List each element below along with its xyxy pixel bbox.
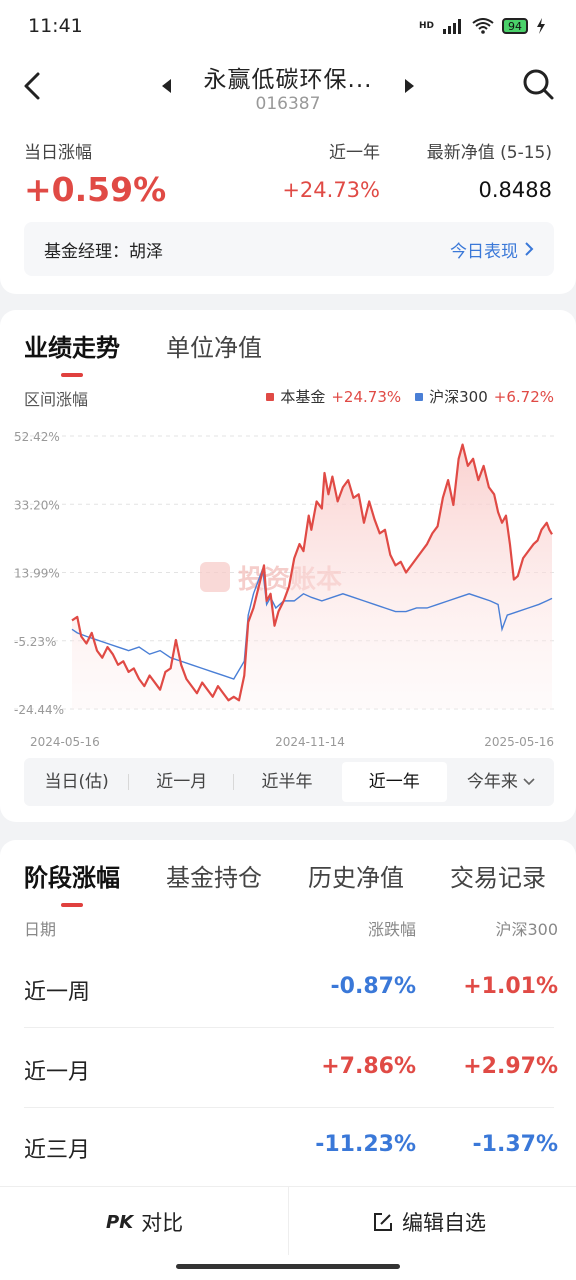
tab-unit-nav[interactable]: 单位净值 [166,334,262,362]
row-period-name: 近三月 [24,1138,91,1163]
tab-transactions[interactable]: 交易记录 [450,864,546,892]
next-fund-icon[interactable] [402,78,416,94]
fund-manager-label: 基金经理：胡泽 [44,241,163,262]
header-index: 沪深300 [495,920,558,939]
today-performance-link[interactable]: 今日表现 [450,237,534,262]
edit-watchlist-button[interactable]: 编辑自选 [372,1207,486,1237]
tab-nav-history[interactable]: 历史净值 [308,864,404,892]
series-index-line [71,568,553,680]
tab-holdings[interactable]: 基金持仓 [166,864,262,892]
row-period-name: 近一周 [24,980,91,1005]
legend-index-name: 沪深300 [429,388,488,406]
period-selector: 当日(估) 近一月 近半年 近一年 今年来 [24,758,554,806]
range-change-label: 区间涨幅 [24,390,89,409]
year-change-value: +24.73% [282,178,380,202]
battery-icon: 94 [502,18,528,34]
today-change-label: 当日涨幅 [24,143,92,163]
row-index-change: +2.97% [463,1054,558,1079]
period-ytd-label: 今年来 [466,772,518,792]
period-6m[interactable]: 近半年 [261,772,313,792]
series-fund-line [71,443,553,702]
compare-button[interactable]: PK 对比 [106,1207,183,1237]
chevron-down-icon [523,778,535,786]
status-icons: HD 94 [419,18,546,34]
y-tick-label: -24.44% [14,703,64,717]
chart-legend: 本基金 +24.73% 沪深300 +6.72% [266,386,554,407]
row-fund-change: -0.87% [330,974,416,999]
x-tick-label: 2024-11-14 [275,735,345,749]
wifi-icon [472,18,494,34]
row-index-change: -1.37% [472,1132,558,1157]
charging-icon [537,18,545,34]
legend-index-value: +6.72% [493,387,554,406]
row-fund-change: +7.86% [321,1054,416,1079]
nav-value: 0.8488 [478,178,552,202]
x-tick-label: 2024-05-16 [30,735,100,749]
year-change-label: 近一年 [329,143,380,163]
period-today-est[interactable]: 当日(估) [24,762,130,802]
y-tick-label: 33.20% [14,498,60,512]
status-bar: 11:41 HD 94 [0,0,576,52]
top-bar: 永赢低碳环保... 016387 [0,52,576,130]
watermark-logo [200,562,230,592]
status-time: 11:41 [28,15,83,37]
today-performance-label: 今日表现 [450,241,518,262]
network-label: HD [418,21,434,31]
battery-level: 94 [508,19,522,33]
y-tick-label: 13.99% [14,567,60,581]
fund-summary: 当日涨幅 近一年 最新净值 (5-15) +0.59% +24.73% 0.84… [0,130,576,294]
period-1y[interactable]: 近一年 [341,762,447,802]
fund-manager-row[interactable]: 基金经理：胡泽 今日表现 [24,222,554,276]
header-date: 日期 [24,920,57,939]
row-index-change: +1.01% [463,974,558,999]
period-1m[interactable]: 近一月 [129,762,235,802]
legend-index-swatch [415,392,424,401]
row-fund-change: -11.23% [315,1132,416,1157]
today-change-value: +0.59% [24,170,167,209]
period-ytd[interactable]: 今年来 [449,762,554,802]
performance-tabs: 阶段涨幅 基金持仓 历史净值 交易记录 [24,858,546,893]
row-period-name: 近一月 [24,1060,91,1085]
fund-code: 016387 [255,94,321,114]
legend-fund-swatch [266,392,275,401]
legend-index: 沪深300 +6.72% [415,386,554,407]
prev-fund-icon[interactable] [160,78,174,94]
tab-performance-trend[interactable]: 业绩走势 [24,328,120,363]
pk-icon: PK [106,1211,134,1233]
back-icon[interactable] [18,68,48,104]
table-row: 近一月 +7.86% +2.97% [24,1030,558,1108]
chart-card: 业绩走势 单位净值 区间涨幅 本基金 +24.73% 沪深300 +6.72% … [0,310,576,822]
y-tick-label: 52.42% [14,430,60,444]
fund-title: 永赢低碳环保... [203,67,373,93]
home-indicator [176,1264,400,1269]
chevron-right-icon [525,242,534,256]
edit-watchlist-label: 编辑自选 [402,1211,486,1235]
table-row: 近三月 -11.23% -1.37% [24,1108,558,1186]
search-icon[interactable] [520,66,556,102]
x-tick-label: 2025-05-16 [484,735,554,749]
bottom-divider [288,1187,289,1255]
edit-icon [374,1213,392,1231]
tab-period-returns[interactable]: 阶段涨幅 [24,858,120,893]
compare-label: 对比 [141,1211,184,1235]
y-tick-label: -5.23% [14,635,56,649]
nav-label: 最新净值 (5-15) [426,143,552,163]
legend-fund-name: 本基金 [280,388,326,406]
header-change: 涨跌幅 [367,920,416,939]
legend-fund-value: +24.73% [331,387,402,406]
table-row: 近一周 -0.87% +1.01% [24,950,558,1028]
series-fund-area [72,444,552,709]
chart-tabs: 业绩走势 单位净值 [24,328,262,363]
performance-chart[interactable]: 投资账本 52.42%33.20%13.99%-5.23%-24.44%2024… [0,420,576,750]
signal-icon [443,19,461,34]
legend-fund: 本基金 +24.73% [266,386,401,407]
